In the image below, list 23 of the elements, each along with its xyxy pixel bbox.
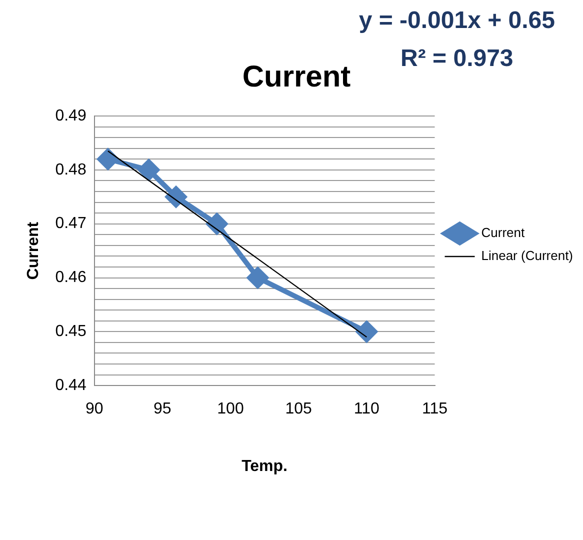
text: y = -0.001x + 0.65 [358, 6, 555, 36]
y-tick-label: 0.44 [55, 377, 86, 394]
x-tick-label: 105 [285, 400, 312, 418]
legend-label: Current [481, 225, 525, 240]
y-tick-label: 0.46 [55, 269, 86, 286]
x-axis-title: Temp. [242, 458, 288, 475]
y-tick-label: 0.45 [55, 323, 86, 340]
y-tick-label: 0.49 [55, 107, 86, 124]
point [247, 267, 268, 288]
text: R² = 0.973 [400, 44, 514, 74]
chart-title: Current [242, 60, 351, 94]
x-tick-label: 110 [354, 400, 380, 418]
x-tick-label: 95 [154, 400, 172, 418]
legend-label: Linear (Current) [481, 248, 574, 264]
point [138, 159, 160, 180]
y-axis-title: Current [25, 221, 42, 280]
x-tick-label: 115 [422, 400, 448, 418]
x-tick-label: 90 [85, 400, 104, 418]
x-tick-label: 100 [217, 400, 244, 418]
y-tick-label: 0.47 [55, 215, 86, 232]
point [356, 321, 378, 342]
point [97, 148, 118, 170]
y-tick-label: 0.48 [55, 161, 86, 178]
